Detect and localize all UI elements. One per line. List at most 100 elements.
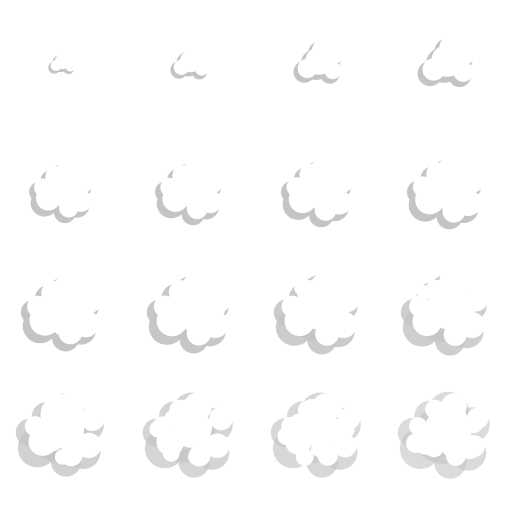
smoke-puff [201,170,225,193]
smoke-puff [153,295,176,318]
smoke-frame [406,155,485,230]
smoke-gap [300,413,319,432]
smoke-gap [180,398,197,416]
smoke-frame [20,273,103,352]
smoke-puff [426,162,450,186]
smoke-gap [40,407,56,423]
smoke-gap [303,168,313,178]
smoke-puff [422,58,445,81]
smoke-gap [54,449,71,465]
smoke-gap [325,290,339,303]
smoke-gap [412,421,433,442]
smoke-puff [34,178,52,197]
smoke-puff [186,198,208,220]
smoke-gap [277,427,296,446]
smoke-frame [417,35,476,88]
smoke-gap [48,391,64,407]
smoke-puff [186,321,211,346]
smoke-gap [321,416,340,435]
smoke-puff [205,433,230,459]
smoke-gap [463,413,484,434]
smoke-puff [286,177,307,197]
smoke-puff [314,199,337,221]
smoke-gap [302,398,321,417]
smoke-puff [59,198,79,218]
smoke-gap [459,439,480,460]
smoke-gap [54,324,64,335]
smoke-gap [36,424,52,440]
smoke-gap [333,306,346,320]
smoke-gap [450,199,460,210]
smoke-gap [294,282,307,295]
smoke-puff [172,165,193,186]
smoke-gap [295,447,314,466]
smoke-puff [27,295,50,318]
smoke-frame [281,157,355,228]
smoke-puff [41,281,66,306]
smoke-gap [195,419,213,437]
smoke-puff [442,199,466,223]
smoke-gap [455,321,469,336]
smoke-gap [188,448,205,466]
smoke-frame [142,392,234,478]
smoke-puff [168,280,194,305]
smoke-frame [397,391,490,479]
smoke-gap [447,408,468,428]
smoke-gap [149,420,167,438]
smoke-puff [315,321,339,346]
smoke-frame [48,53,76,75]
smoke-puff [453,62,474,82]
smoke-gap [324,400,343,419]
smoke-frame [293,39,344,84]
smoke-puff [173,59,190,75]
smoke-gap [310,439,329,458]
smoke-gap [428,314,443,329]
smoke-gap [186,287,198,299]
smoke-puff [330,169,355,193]
smoke-puff [334,286,361,313]
smoke-gap [190,312,202,325]
smoke-gap [164,427,181,445]
smoke-puff [424,279,449,303]
smoke-gap [441,316,455,330]
smoke-puff [459,167,485,193]
smoke-puff [209,406,234,431]
smoke-gap [285,304,299,317]
smoke-puff [456,45,476,65]
smoke-gap [416,285,431,300]
smoke-frame [29,161,95,224]
smoke-puff [324,62,342,80]
smoke-gap [461,301,475,316]
smoke-gap [439,272,454,287]
smoke-gap [310,316,324,330]
smoke-gap [167,319,179,331]
smoke-gap [74,437,90,453]
smoke-puff [326,47,344,64]
smoke-puff [297,58,317,79]
smoke-frame [270,392,361,478]
smoke-gap [193,432,210,450]
smoke-frame [146,272,232,354]
smoke-gap [319,310,333,324]
smoke-gap [77,288,87,299]
smoke-gap [162,444,180,462]
smoke-gap [421,301,436,316]
smoke-gap [164,410,182,427]
smoke-puff [50,60,62,71]
smoke-puff [73,171,95,193]
smoke-gap [442,438,462,458]
smoke-gap [49,293,59,304]
smoke-puff [65,62,76,72]
smoke-gap [67,423,84,439]
smoke-puff [45,166,65,187]
smoke-gap [424,437,444,458]
smoke-puff [195,62,209,76]
smoke-puff [205,286,232,313]
smoke-puff [412,176,434,198]
smoke-frame [155,159,225,226]
smoke-frame [400,272,489,356]
smoke-frame [15,391,105,477]
smoke-puff [58,320,83,345]
